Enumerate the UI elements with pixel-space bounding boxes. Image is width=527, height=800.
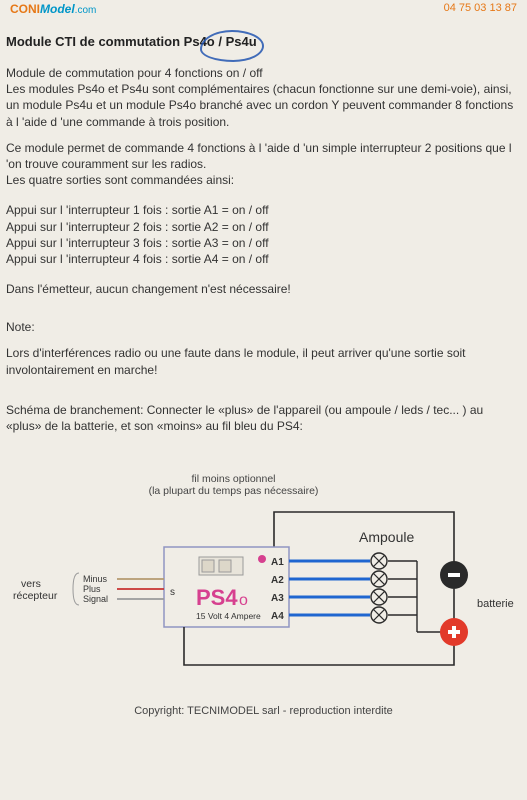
logo-part-blue: Model bbox=[40, 2, 75, 16]
svg-text:Ampoule: Ampoule bbox=[359, 529, 414, 545]
logo-part-orange: CONI bbox=[10, 2, 40, 16]
switch-lines-block: Appui sur l 'interrupteur 1 fois : sorti… bbox=[6, 202, 517, 267]
switch-line-4: Appui sur l 'interrupteur 4 fois : sorti… bbox=[6, 252, 269, 266]
logo-dotcom: .com bbox=[75, 5, 97, 16]
diagram-top-line1: fil moins optionnel bbox=[191, 473, 275, 485]
switch-line-3: Appui sur l 'interrupteur 3 fois : sorti… bbox=[6, 236, 269, 250]
paragraph-intro-1: Module de commutation pour 4 fonctions o… bbox=[6, 65, 517, 81]
page-header: CONIModel.com 04 75 03 13 87 bbox=[0, 0, 527, 16]
switch-line-2: Appui sur l 'interrupteur 2 fois : sorti… bbox=[6, 220, 269, 234]
svg-text:PS4: PS4 bbox=[196, 585, 238, 610]
wiring-diagram: Ampoule PS4o 15 Volt 4 Ampere s versrécepteu… bbox=[9, 497, 519, 687]
schema-paragraph: Schéma de branchement: Connecter le «plu… bbox=[6, 402, 517, 434]
svg-text:Plus: Plus bbox=[83, 584, 101, 594]
note-body: Lors d'interférences radio ou une faute … bbox=[6, 345, 517, 377]
copyright-line: Copyright: TECNIMODEL sarl - reproductio… bbox=[0, 705, 527, 717]
svg-text:o: o bbox=[239, 592, 248, 609]
svg-text:Minus: Minus bbox=[83, 574, 108, 584]
diagram-top-caption: fil moins optionnel (la plupart du temps… bbox=[0, 474, 527, 497]
document-body: Module de commutation pour 4 fonctions o… bbox=[0, 51, 527, 448]
phone-number: 04 75 03 13 87 bbox=[444, 2, 517, 16]
svg-text:s: s bbox=[170, 587, 175, 598]
svg-text:récepteur: récepteur bbox=[13, 590, 58, 602]
brand-logo: CONIModel.com bbox=[10, 2, 96, 16]
svg-text:A4: A4 bbox=[271, 611, 284, 622]
svg-text:15 Volt 4 Ampere: 15 Volt 4 Ampere bbox=[196, 611, 261, 621]
paragraph-3: Dans l'émetteur, aucun changement n'est … bbox=[6, 281, 517, 297]
switch-line-1: Appui sur l 'interrupteur 1 fois : sorti… bbox=[6, 203, 269, 217]
page-title: Module CTI de commutation Ps4o / Ps4u bbox=[0, 16, 527, 51]
svg-text:A2: A2 bbox=[271, 575, 284, 586]
svg-text:vers: vers bbox=[21, 578, 41, 590]
diagram-top-line2: (la plupart du temps pas nécessaire) bbox=[149, 485, 319, 497]
paragraph-2b: Les quatre sorties sont commandées ainsi… bbox=[6, 172, 517, 188]
svg-text:A3: A3 bbox=[271, 593, 284, 604]
note-label: Note: bbox=[6, 319, 517, 335]
svg-text:A1: A1 bbox=[271, 557, 284, 568]
paragraph-2: Ce module permet de commande 4 fonctions… bbox=[6, 140, 517, 172]
paragraph-intro-1b: Les modules Ps4o et Ps4u sont complément… bbox=[6, 81, 517, 130]
svg-text:Signal: Signal bbox=[83, 594, 108, 604]
svg-text:batterie: batterie bbox=[477, 598, 514, 610]
